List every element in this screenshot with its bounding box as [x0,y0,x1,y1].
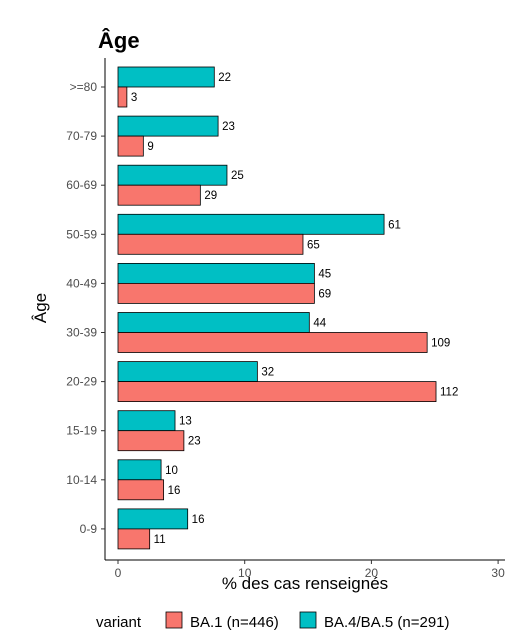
bar-ba45-20-29 [117,361,258,383]
bar-ba1-15-19 [117,430,185,452]
bars-layer: 16 11 10 16 13 23 32 112 44 109 45 69 61 65 25 29 23 9 22 3 [117,66,458,550]
y-tick-label: 30-39 [66,326,97,340]
x-tick-label: 30 [491,566,505,580]
bar-ba45-15-19 [117,410,176,432]
data-label-ba45-0-9: 16 [192,514,205,526]
y-tick-label: 60-69 [66,178,97,192]
data-label-ba1-10-14: 16 [168,485,181,497]
data-label-ba1-15-19: 23 [188,436,201,448]
y-tick-label: 0-9 [80,522,98,536]
y-tick-label: 10-14 [66,473,97,487]
y-tick-label: 15-19 [66,424,97,438]
bar-ba45->=80 [117,66,215,88]
data-label-ba45->=80: 22 [218,72,231,84]
legend-swatch-ba45 [299,611,317,629]
bar-ba45-0-9 [117,508,189,530]
bar-ba45-70-79 [117,115,219,137]
data-label-ba45-10-14: 10 [165,465,178,477]
data-label-ba1->=80: 3 [131,92,137,104]
bar-ba1-50-59 [117,233,304,255]
bar-ba45-30-39 [117,312,310,333]
y-tick-label: 20-29 [66,375,97,389]
data-label-ba45-40-49: 45 [318,268,331,280]
data-label-ba1-40-49: 69 [318,288,331,300]
bar-ba1-60-69 [117,184,201,206]
data-label-ba45-70-79: 23 [222,121,235,133]
y-tick-label: 50-59 [66,227,97,241]
legend-swatch-ba1 [165,611,183,629]
data-label-ba45-30-39: 44 [313,318,326,330]
bar-ba1-0-9 [117,528,151,550]
bar-ba1-10-14 [117,479,165,501]
y-tick-label: 70-79 [66,129,97,143]
y-tick-labels: 0-9 10-14 15-19 20-29 30-39 40-49 50-59 60-69 70… [66,80,105,536]
data-label-ba45-15-19: 13 [179,416,192,428]
data-label-ba1-30-39: 109 [431,338,450,350]
data-label-ba45-20-29: 32 [261,367,274,379]
bar-ba1-30-39 [117,332,428,353]
bar-ba45-50-59 [117,213,385,235]
data-label-ba1-70-79: 9 [147,141,153,153]
bar-ba45-40-49 [117,262,315,284]
data-label-ba1-60-69: 29 [204,190,217,202]
x-tick-label: 0 [115,566,122,580]
legend: variant BA.1 (n=446) BA.4/BA.5 (n=291) [96,611,450,631]
x-tick-label: 10 [238,566,252,580]
bar-ba45-10-14 [117,459,162,481]
x-tick-label: 20 [365,566,379,580]
data-label-ba1-0-9: 11 [154,534,166,546]
legend-label-ba1: BA.1 (n=446) [190,614,279,631]
data-label-ba45-60-69: 25 [231,170,244,182]
bar-ba1->=80 [117,86,128,108]
y-tick-label: 40-49 [66,276,97,290]
bar-ba1-40-49 [117,282,315,304]
bar-ba1-20-29 [117,381,437,403]
x-ticks: 0 10 20 30 [115,560,505,580]
data-label-ba45-50-59: 61 [388,219,401,231]
legend-title: variant [96,614,142,631]
bar-ba1-70-79 [117,135,144,157]
y-axis-title: Âge [31,293,50,323]
bar-ba45-60-69 [117,164,228,186]
y-tick-label: >=80 [70,80,98,94]
data-label-ba1-50-59: 65 [307,239,320,251]
y-axis-title-group: Âge [31,293,50,323]
chart-title: Âge [98,28,140,53]
x-axis-title: % des cas renseignés [222,574,388,593]
data-label-ba1-20-29: 112 [440,387,458,399]
legend-label-ba45: BA.4/BA.5 (n=291) [324,614,450,631]
